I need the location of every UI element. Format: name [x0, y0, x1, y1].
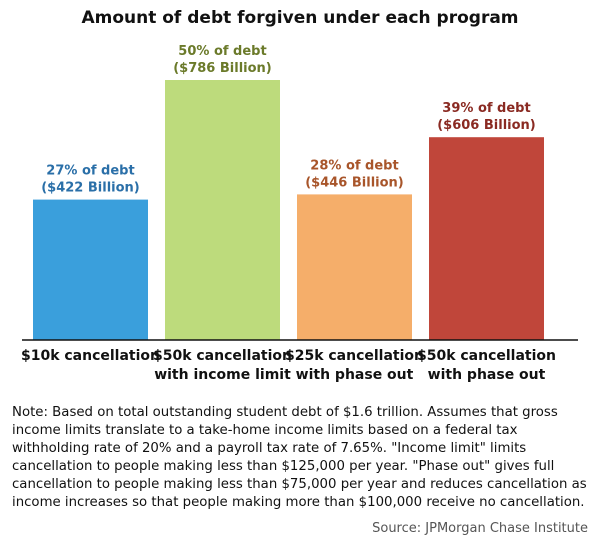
- category-label-3-1: with phase out: [428, 367, 546, 383]
- data-label-0-0: 27% of debt: [46, 164, 134, 179]
- data-label-0-1: ($422 Billion): [41, 181, 140, 196]
- bar-chart: 27% of debt ($422 Billion) $10k cancellati…: [21, 44, 578, 383]
- data-label-2-0: 28% of debt: [310, 158, 398, 173]
- bar-3: [429, 137, 544, 340]
- bar-2: [297, 194, 412, 340]
- category-label-2-1: with phase out: [296, 367, 414, 383]
- data-label-3-1: ($606 Billion): [437, 118, 536, 133]
- data-label-2-1: ($446 Billion): [305, 175, 404, 190]
- source-credit: Source: JPMorgan Chase Institute: [372, 521, 588, 536]
- category-label-2-0: $25k cancellation: [285, 348, 424, 364]
- data-label-1-0: 50% of debt: [178, 44, 266, 59]
- category-label-1-0: $50k cancellation: [153, 348, 292, 364]
- category-label-0-0: $10k cancellation: [21, 348, 160, 364]
- bar-1: [165, 80, 280, 340]
- data-label-3-0: 39% of debt: [442, 101, 530, 116]
- category-label-3-0: $50k cancellation: [417, 348, 556, 364]
- category-label-1-1: with income limit: [154, 367, 291, 383]
- data-label-1-1: ($786 Billion): [173, 61, 272, 76]
- footnote: Note: Based on total outstanding student…: [12, 405, 587, 510]
- bar-0: [33, 199, 148, 340]
- chart-title: Amount of debt forgiven under each progr…: [81, 8, 519, 28]
